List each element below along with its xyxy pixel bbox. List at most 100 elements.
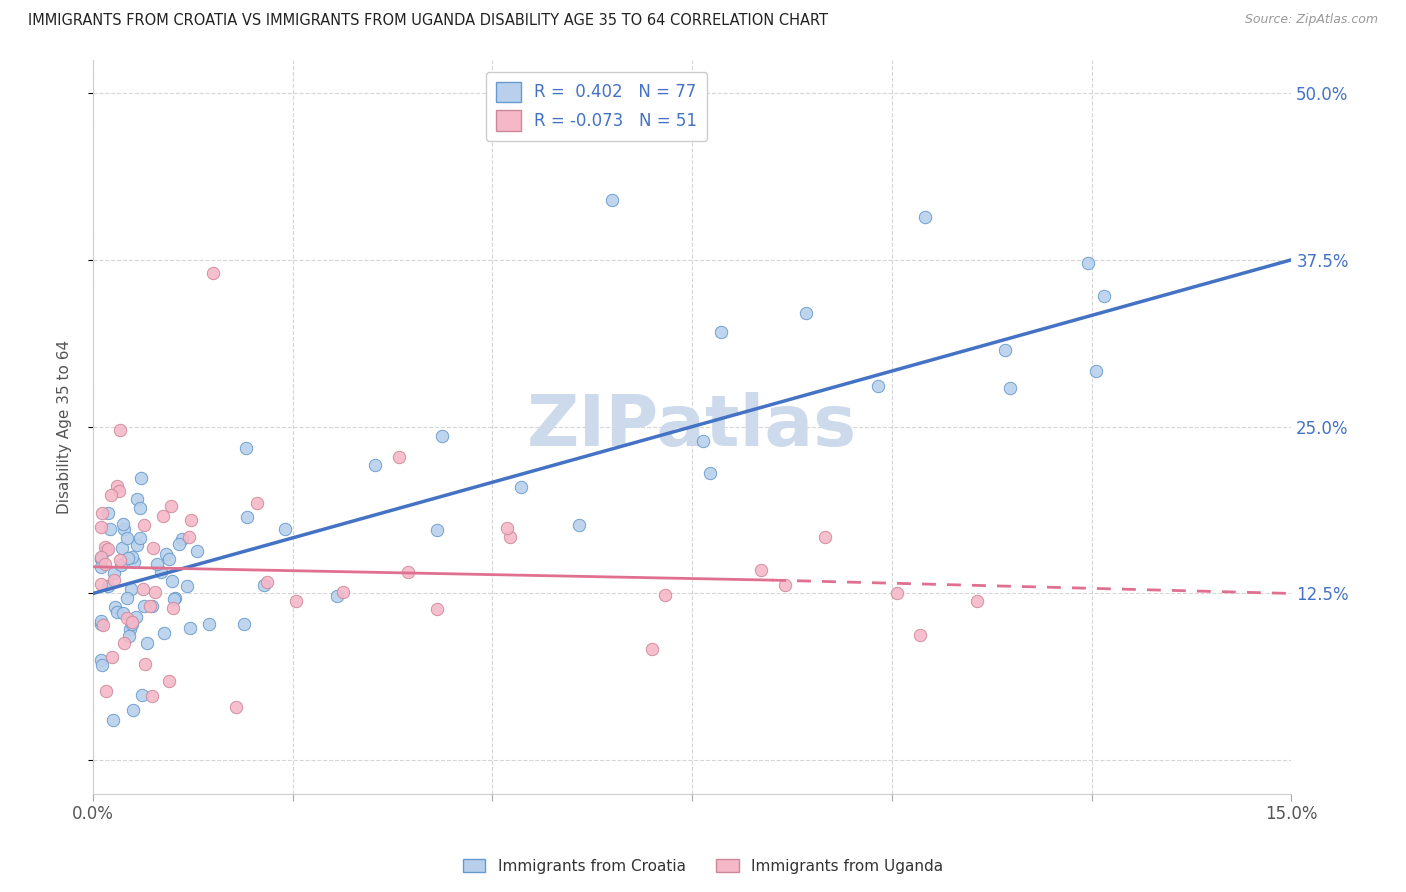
Point <box>169 537 191 551</box>
Point <box>710 325 733 339</box>
Point <box>160 574 183 588</box>
Point <box>256 575 278 590</box>
Point <box>1000 381 1022 395</box>
Point <box>364 458 387 473</box>
Point <box>112 636 135 650</box>
Point <box>90 550 112 565</box>
Point <box>121 582 143 596</box>
Point <box>90 615 112 629</box>
Point <box>141 599 163 614</box>
Point <box>103 573 125 587</box>
Point <box>129 471 152 485</box>
Point <box>107 479 129 493</box>
Point <box>179 621 201 635</box>
Point <box>914 210 936 224</box>
Point <box>94 542 117 557</box>
Point <box>117 550 139 565</box>
Point <box>100 488 122 502</box>
Point <box>198 617 221 632</box>
Point <box>101 649 124 664</box>
Point <box>94 540 117 554</box>
Point <box>136 636 159 650</box>
Point <box>150 566 173 580</box>
Point <box>233 617 256 632</box>
Point <box>245 496 267 510</box>
Point <box>115 610 138 624</box>
Point <box>152 626 174 640</box>
Point <box>90 550 112 565</box>
Point <box>994 343 1017 358</box>
Point <box>129 531 152 545</box>
Point <box>1092 289 1115 303</box>
Point <box>326 589 349 603</box>
Point <box>868 379 890 393</box>
Point <box>90 506 112 520</box>
Point <box>107 484 129 499</box>
Point <box>97 506 120 520</box>
Point <box>794 306 817 320</box>
Point <box>163 592 186 607</box>
Point <box>111 516 134 531</box>
Point <box>93 558 115 572</box>
Point <box>641 641 664 656</box>
Point <box>141 689 163 703</box>
Point <box>273 522 295 536</box>
Point <box>127 492 149 507</box>
Legend: R =  0.402   N = 77, R = -0.073   N = 51: R = 0.402 N = 77, R = -0.073 N = 51 <box>485 71 707 141</box>
Point <box>111 606 134 620</box>
Point <box>654 588 676 602</box>
Point <box>165 591 187 605</box>
Point <box>332 585 354 599</box>
Text: IMMIGRANTS FROM CROATIA VS IMMIGRANTS FROM UGANDA DISABILITY AGE 35 TO 64 CORREL: IMMIGRANTS FROM CROATIA VS IMMIGRANTS FR… <box>28 13 828 29</box>
Point <box>146 557 169 571</box>
Point <box>160 499 183 513</box>
Point <box>121 617 143 632</box>
Point <box>162 601 184 615</box>
Point <box>90 617 112 632</box>
Point <box>600 193 623 207</box>
Point <box>90 520 112 534</box>
Point <box>97 579 120 593</box>
Point <box>285 594 308 608</box>
Point <box>180 513 202 527</box>
Point <box>170 532 193 546</box>
Point <box>121 615 143 629</box>
Point <box>499 529 522 543</box>
Point <box>111 541 134 556</box>
Point <box>98 523 121 537</box>
Point <box>142 541 165 555</box>
Y-axis label: Disability Age 35 to 64: Disability Age 35 to 64 <box>58 340 72 514</box>
Point <box>117 531 139 545</box>
Point <box>131 689 153 703</box>
Point <box>426 523 449 537</box>
Point <box>90 577 112 591</box>
Point <box>235 442 257 456</box>
Point <box>253 578 276 592</box>
Point <box>509 480 531 494</box>
Point <box>132 582 155 596</box>
Point <box>124 555 146 569</box>
Point <box>966 594 988 608</box>
Point <box>132 518 155 533</box>
Point <box>94 683 117 698</box>
Point <box>699 466 721 480</box>
Text: ZIPatlas: ZIPatlas <box>527 392 858 461</box>
Point <box>103 566 125 580</box>
Point <box>108 423 131 437</box>
Point <box>157 673 180 688</box>
Point <box>186 544 208 558</box>
Text: Source: ZipAtlas.com: Source: ZipAtlas.com <box>1244 13 1378 27</box>
Point <box>132 599 155 614</box>
Point <box>155 547 177 561</box>
Point <box>110 558 132 573</box>
Point <box>1077 256 1099 270</box>
Point <box>176 579 198 593</box>
Point <box>90 552 112 566</box>
Point <box>104 600 127 615</box>
Point <box>105 605 128 619</box>
Point <box>495 521 517 535</box>
Point <box>775 578 797 592</box>
Point <box>388 450 411 465</box>
Point <box>225 700 247 714</box>
Point <box>115 591 138 606</box>
